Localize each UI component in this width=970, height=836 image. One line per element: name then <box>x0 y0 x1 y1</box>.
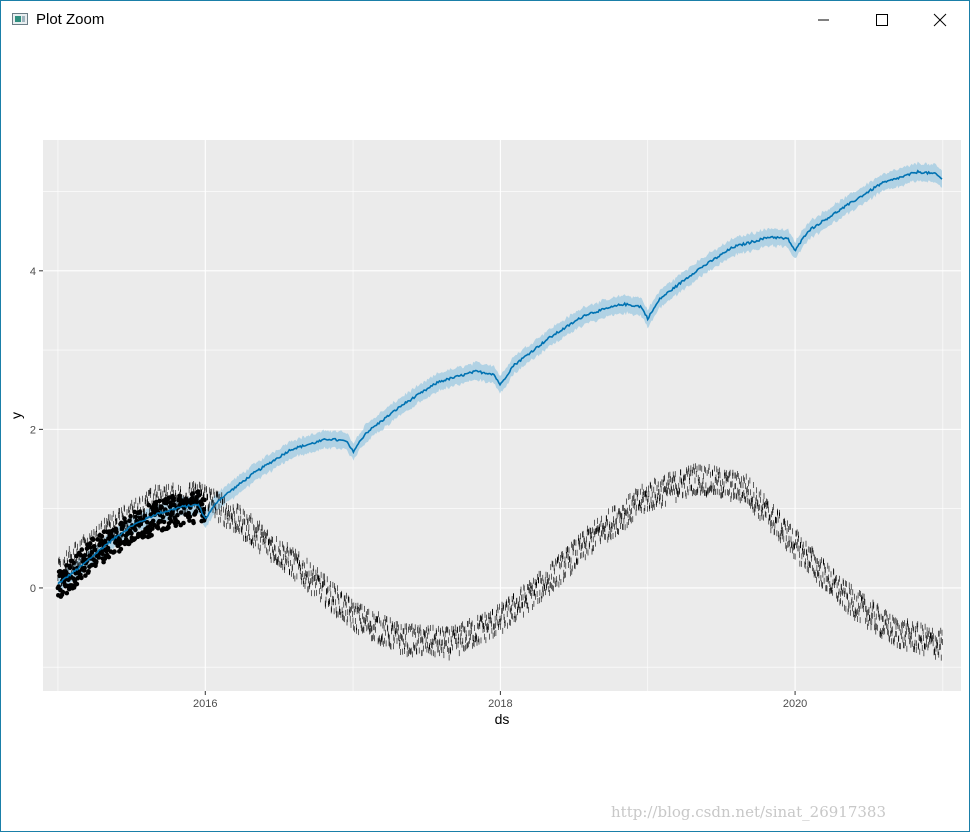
x-tick-label: 2020 <box>783 698 807 710</box>
observed-point <box>106 554 112 560</box>
x-axis-label: ds <box>495 711 510 727</box>
observed-point <box>82 565 87 571</box>
observed-point <box>129 531 134 536</box>
observed-point <box>181 520 186 526</box>
observed-point <box>165 511 170 516</box>
x-tick-label: 2018 <box>488 698 512 710</box>
observed-point <box>89 550 95 555</box>
observed-point <box>56 584 61 589</box>
observed-point <box>196 489 201 494</box>
observed-points-series <box>55 489 208 599</box>
maximize-icon <box>876 14 888 26</box>
observed-point <box>191 520 196 526</box>
observed-point <box>187 514 193 519</box>
observed-point <box>161 519 167 525</box>
observed-point <box>118 546 124 552</box>
observed-point <box>146 502 152 508</box>
axes: 2016 2018 2020 0 2 4 <box>30 266 807 710</box>
forecast-interval-band <box>57 161 942 593</box>
y-tick-label: 2 <box>30 424 36 436</box>
observed-point <box>117 537 122 543</box>
observed-point <box>96 555 101 560</box>
x-tick-label: 2016 <box>193 698 217 710</box>
observed-point <box>166 525 171 530</box>
minimize-icon <box>818 19 829 21</box>
observed-point <box>92 544 97 549</box>
observed-point <box>155 525 161 531</box>
forecast-line <box>57 169 943 585</box>
observed-point <box>79 575 84 581</box>
observed-point <box>83 573 88 578</box>
observed-point <box>127 518 132 523</box>
observed-point <box>160 514 166 520</box>
observed-point <box>149 533 154 538</box>
observed-point <box>67 565 73 571</box>
observed-point <box>142 534 147 539</box>
plot-area: 2016 2018 2020 0 2 4 ds y <box>1 39 969 831</box>
forecast-chart: 2016 2018 2020 0 2 4 ds y <box>8 140 961 727</box>
observed-point <box>114 529 119 535</box>
observed-point <box>157 498 162 504</box>
observed-point <box>187 518 192 523</box>
observed-point <box>175 520 181 525</box>
observed-point <box>177 493 182 499</box>
observed-point <box>133 527 138 533</box>
observed-point <box>150 526 155 531</box>
observed-point <box>121 523 126 529</box>
observed-point <box>133 514 139 520</box>
observed-point <box>74 581 80 587</box>
observed-point <box>105 545 111 551</box>
observed-point <box>173 523 179 528</box>
observed-point <box>169 518 174 524</box>
observed-point <box>144 520 150 525</box>
observed-point <box>137 509 143 514</box>
observed-point <box>99 533 105 539</box>
observed-point <box>87 541 93 546</box>
observed-point <box>175 512 180 518</box>
observed-point <box>94 559 99 564</box>
observed-point <box>202 497 207 503</box>
observed-point <box>159 504 164 510</box>
close-icon <box>933 13 947 27</box>
observed-point <box>164 500 169 506</box>
observed-point <box>199 501 205 507</box>
observed-point <box>190 491 196 496</box>
observed-point <box>128 513 133 519</box>
y-axis-label: y <box>8 412 24 419</box>
observed-point <box>123 519 128 525</box>
observed-point <box>79 547 85 552</box>
title-bar[interactable]: Plot Zoom <box>1 1 969 39</box>
observed-point <box>90 537 96 542</box>
maximize-button[interactable] <box>853 1 911 39</box>
observed-point <box>64 590 70 596</box>
observed-point <box>150 518 156 524</box>
observed-point <box>86 569 91 574</box>
observed-point <box>95 537 100 542</box>
window-title: Plot Zoom <box>36 11 105 28</box>
observed-point <box>60 589 66 595</box>
observed-point <box>122 516 127 521</box>
observed-point <box>178 510 184 515</box>
observed-point <box>193 509 199 514</box>
observed-point <box>71 560 76 566</box>
observed-point <box>196 492 202 498</box>
observed-point <box>92 547 98 553</box>
y-tick-label: 0 <box>30 583 36 595</box>
observed-point <box>112 549 117 554</box>
y-tick-label: 4 <box>30 266 36 278</box>
minimize-button[interactable] <box>795 1 853 39</box>
observed-point <box>190 495 195 501</box>
observed-point <box>171 498 177 503</box>
observed-point <box>82 553 88 558</box>
observed-point <box>136 531 141 537</box>
close-button[interactable] <box>911 1 969 39</box>
observed-point <box>171 502 177 508</box>
observed-point <box>201 506 206 512</box>
watermark: http://blog.csdn.net/sinat_26917383 <box>611 803 887 821</box>
grid-major <box>43 140 961 691</box>
plot-window-icon <box>12 13 28 25</box>
